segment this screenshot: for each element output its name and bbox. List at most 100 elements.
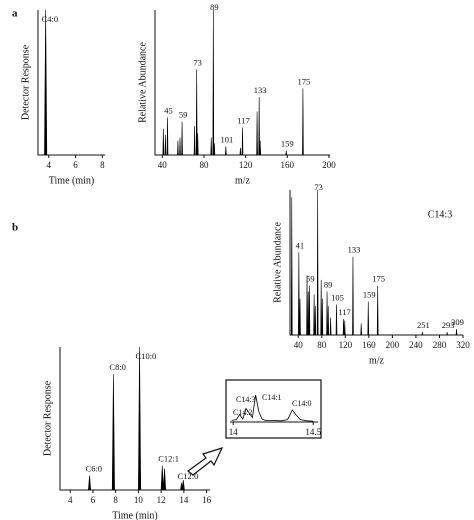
peak-label: 59 (306, 274, 315, 284)
peak (290, 197, 293, 336)
zoom-arrow (187, 447, 224, 476)
x-tick-label: 10 (134, 495, 144, 505)
peak (258, 96, 260, 156)
x-tick-label: 4 (68, 495, 73, 505)
peak (210, 137, 213, 156)
peak (181, 479, 185, 491)
peak (193, 125, 196, 156)
peak (162, 128, 165, 156)
peak-label: 175 (298, 76, 311, 86)
peak (111, 374, 115, 491)
peak (320, 279, 322, 336)
inset-frame (225, 379, 322, 439)
x-tick-label: 80 (317, 340, 327, 350)
x-tick-label: 14 (229, 427, 239, 437)
peak (88, 475, 92, 491)
x-tick-label: 12 (157, 495, 166, 505)
x-axis-label: Time (min) (49, 175, 94, 186)
peak (256, 111, 258, 156)
peak-label: 89 (210, 2, 219, 12)
peak (367, 301, 370, 336)
peak (302, 88, 304, 156)
peak-label: 73 (193, 57, 202, 67)
peak (225, 146, 227, 156)
axes (289, 190, 463, 336)
x-tick-label: 40 (294, 340, 304, 350)
x-tick-label: 4 (46, 160, 51, 170)
peak (343, 320, 346, 336)
peak-label: 101 (220, 134, 233, 144)
peak-label: 117 (237, 115, 249, 125)
x-tick-label: 120 (339, 340, 353, 350)
x-tick-label: 200 (322, 160, 336, 170)
peak-label: 105 (331, 293, 344, 303)
peak (446, 332, 448, 336)
panel-label: b (12, 222, 18, 234)
peak-label: 159 (363, 290, 376, 300)
peak-label: C10:0 (136, 351, 157, 361)
peak (241, 127, 244, 156)
peak (455, 329, 458, 336)
panel-label: a (12, 8, 18, 20)
y-axis-label: Detector Response (20, 44, 31, 120)
peak-label: C12:1 (158, 454, 179, 464)
peak (181, 121, 183, 156)
x-tick-label: 80 (199, 160, 209, 170)
peak-label: C14:3 (236, 395, 256, 404)
peak-label: 159 (281, 139, 294, 149)
peak (306, 275, 308, 336)
peak-label: C6:0 (86, 464, 103, 474)
peak (352, 256, 354, 336)
axes (59, 347, 210, 491)
peak-label: C14:0 (292, 399, 312, 408)
y-axis-label: Relative Abundance (137, 42, 148, 123)
x-tick-label: 160 (281, 160, 295, 170)
peak (329, 317, 332, 336)
x-tick-label: 6 (91, 495, 96, 505)
peak-label: C8:0 (109, 362, 126, 372)
peak (259, 140, 262, 156)
x-tick-label: 40 (158, 160, 168, 170)
x-tick-label: 8 (100, 160, 105, 170)
trace (231, 394, 314, 422)
peak-label: 175 (372, 274, 385, 284)
x-tick-label: 120 (239, 160, 253, 170)
y-axis-label: Detector Response (42, 380, 53, 456)
peak (179, 137, 181, 156)
peak (335, 304, 338, 336)
peak (195, 69, 198, 156)
x-axis-label: m/z (235, 175, 251, 186)
peak (321, 298, 324, 336)
peak (421, 332, 424, 336)
peak (313, 294, 315, 336)
peak-label: 117 (338, 307, 350, 317)
peak (213, 143, 216, 156)
peak (163, 468, 167, 491)
peak (164, 134, 167, 156)
peak (360, 323, 363, 336)
x-axis-label: Time (min) (112, 510, 157, 520)
peak (342, 319, 345, 336)
peak (316, 189, 319, 336)
x-tick-label: 8 (113, 495, 118, 505)
peak (239, 147, 242, 156)
compound-label: C14:3 (428, 209, 452, 220)
peak-label: 59 (179, 110, 188, 120)
x-tick-label: 280 (433, 340, 447, 350)
x-tick-label: 14.5 (305, 427, 321, 437)
peak-label: 293 (442, 320, 455, 330)
x-tick-label: 14 (179, 495, 189, 505)
y-axis-label: Relative Abundance (272, 222, 283, 303)
peak (160, 465, 164, 491)
x-tick-label: 240 (409, 340, 423, 350)
peak (177, 140, 179, 156)
x-tick-label: 16 (202, 495, 212, 505)
peak-label: 309 (451, 317, 464, 327)
peak (299, 298, 301, 336)
x-tick-label: 160 (362, 340, 376, 350)
peak (196, 133, 199, 156)
peak (326, 291, 328, 336)
peak (285, 150, 288, 156)
x-tick-label: 6 (73, 160, 78, 170)
